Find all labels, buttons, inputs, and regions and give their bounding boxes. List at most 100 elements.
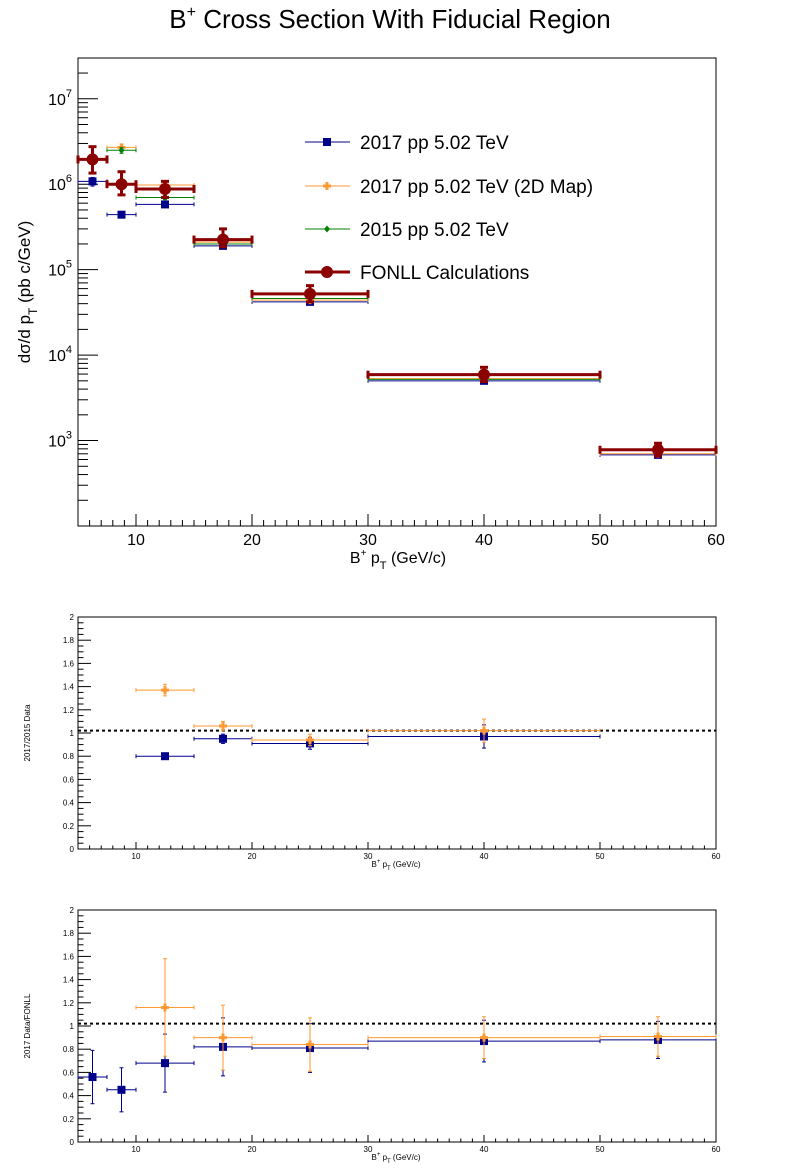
y-tick-label: 0.6: [63, 1068, 75, 1077]
legend-label: 2017 pp 5.02 TeV: [360, 133, 509, 154]
y-tick-label: 0.4: [63, 799, 75, 808]
data-point-pp2017: [135, 200, 195, 209]
marker-star: [118, 146, 125, 154]
x-tick-label: 40: [475, 532, 493, 549]
x-tick-label: 30: [364, 1145, 373, 1154]
marker-cross: [306, 1040, 314, 1049]
y-tick-label: 106: [48, 173, 72, 194]
y-tick-label: 0.6: [63, 775, 75, 784]
y-tick-label: 1: [70, 729, 75, 738]
data-point-map2d: [135, 958, 195, 1057]
data-point-pp2017: [77, 176, 108, 187]
y-tick-label: 1: [70, 1022, 75, 1031]
y-tick-label: 1.8: [63, 929, 75, 938]
marker-square: [88, 1073, 97, 1082]
legend-label: FONLL Calculations: [360, 263, 529, 284]
marker-square: [323, 138, 331, 146]
marker-circle: [86, 153, 99, 166]
y-tick-label: 2: [70, 906, 75, 915]
x-tick-label: 30: [364, 852, 373, 861]
data-point-pp2017: [77, 1049, 108, 1105]
x-tick-label: 40: [480, 852, 489, 861]
y-tick-label: 1.2: [63, 999, 75, 1008]
marker-cross: [480, 1033, 488, 1042]
y-tick-label: 1.2: [63, 706, 75, 715]
y-tick-label: 104: [48, 344, 72, 365]
data-point-fonll: [76, 145, 109, 175]
marker-square: [117, 1085, 126, 1094]
ratio-2015-y-axis-title: 2017/2015 Data: [23, 704, 32, 761]
y-tick-label: 0.8: [63, 752, 75, 761]
data-point-map2d: [193, 720, 253, 732]
ratio-fonll-y-axis-title: 2017 Data/FONLL: [23, 993, 32, 1058]
y-tick-label: 1.6: [63, 952, 75, 961]
data-point-map2d: [251, 1017, 369, 1072]
legend-entry: 2017 pp 5.02 TeV: [305, 133, 509, 154]
ratio-2015-plot-frame: [77, 616, 717, 850]
data-point-map2d: [251, 733, 369, 747]
x-tick-label: 10: [132, 852, 141, 861]
y-tick-label: 1.6: [63, 659, 75, 668]
y-tick-label: 2: [70, 613, 75, 622]
y-tick-label: 0: [70, 1138, 75, 1147]
data-point-pp2017: [193, 733, 253, 744]
marker-cross: [323, 182, 331, 190]
x-tick-label: 40: [480, 1145, 489, 1154]
y-tick-label: 0.2: [63, 1115, 75, 1124]
data-point-map2d: [135, 683, 195, 697]
x-tick-label: 20: [248, 1145, 257, 1154]
y-tick-label: 0: [70, 845, 75, 854]
marker-cross: [219, 1033, 227, 1042]
data-point-map2d: [367, 718, 601, 743]
ratio-2015-x-axis-title: B+ pT (GeV/c): [372, 859, 421, 872]
data-point-pp2017: [106, 210, 137, 219]
x-tick-label: 20: [243, 532, 261, 549]
x-tick-label: 30: [359, 532, 377, 549]
marker-circle: [321, 266, 333, 278]
marker-square: [161, 1059, 169, 1068]
y-tick-label: 0.2: [63, 822, 75, 831]
data-point-map2d: [599, 1016, 717, 1057]
x-tick-label: 20: [248, 852, 257, 861]
y-tick-label: 1.4: [63, 683, 75, 692]
y-tick-label: 0.4: [63, 1092, 75, 1101]
data-point-map2d: [193, 1004, 253, 1071]
data-point-pp2015: [106, 146, 137, 154]
marker-cross: [161, 686, 169, 695]
data-point-fonll: [134, 179, 196, 199]
marker-square: [219, 734, 227, 743]
data-point-fonll: [105, 170, 138, 197]
marker-cross: [161, 1003, 169, 1012]
marker-square: [88, 177, 97, 186]
legend-label: 2017 pp 5.02 TeV (2D Map): [360, 177, 593, 198]
x-tick-label: 60: [712, 1145, 721, 1154]
data-point-pp2017: [106, 1067, 137, 1113]
legend-entry: 2017 pp 5.02 TeV (2D Map): [305, 177, 593, 198]
marker-circle: [652, 443, 664, 456]
legend: 2017 pp 5.02 TeV 2017 pp 5.02 TeV (2D Map…: [305, 133, 593, 284]
y-tick-label: 103: [48, 430, 72, 451]
data-point-fonll: [250, 284, 370, 304]
marker-cross: [306, 735, 314, 744]
x-tick-label: 10: [127, 532, 145, 549]
y-tick-label: 105: [48, 259, 72, 280]
main-y-axis-title: dσ/d pT (pb c/GeV): [15, 221, 40, 364]
data-point-map2d: [367, 1016, 601, 1059]
x-tick-label: 50: [596, 1145, 605, 1154]
y-tick-label: 107: [48, 88, 72, 109]
marker-circle: [159, 182, 171, 195]
chart-title: B+ Cross Section With Fiducial Region: [169, 4, 610, 34]
legend-entry: 2015 pp 5.02 TeV: [305, 220, 509, 241]
x-tick-label: 60: [707, 532, 725, 549]
y-tick-label: 1.8: [63, 636, 75, 645]
ratio-fonll-plot-frame: [77, 909, 717, 1143]
marker-cross: [219, 722, 227, 731]
data-point-pp2017: [135, 752, 195, 761]
marker-cross: [480, 726, 488, 735]
y-tick-label: 0.8: [63, 1045, 75, 1054]
marker-square: [117, 210, 126, 219]
legend-entry: FONLL Calculations: [305, 263, 529, 284]
marker-square: [161, 752, 169, 761]
data-point-fonll: [192, 227, 254, 249]
